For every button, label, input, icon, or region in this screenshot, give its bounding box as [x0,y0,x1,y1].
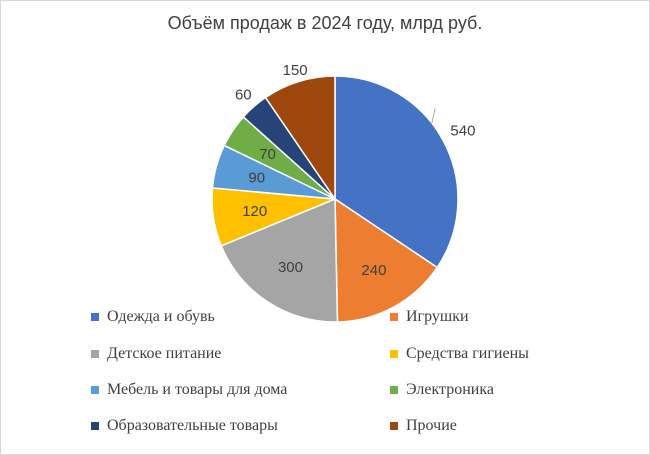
legend-item: Одежда и обувь [91,308,215,326]
legend-item: Детское питание [91,345,221,363]
legend-swatch [390,313,398,321]
data-label: 240 [361,262,386,279]
legend-item: Образовательные товары [91,417,278,435]
legend-item: Игрушки [390,308,469,326]
legend-swatch [390,386,398,394]
data-label: 300 [278,259,303,276]
data-label: 70 [259,146,276,163]
legend-label: Образовательные товары [107,417,278,434]
data-label: 120 [242,203,267,220]
data-label: 540 [450,123,475,140]
pie-slice [334,197,439,323]
legend-swatch [390,350,398,358]
leader-line [431,108,436,124]
legend-swatch [390,422,398,430]
legend-label: Мебель и товары для дома [107,381,288,398]
legend-label: Средства гигиены [406,345,529,362]
legend-item: Прочие [390,417,457,435]
pie-slice [264,75,336,202]
legend-label: Одежда и обувь [107,308,215,325]
data-label: 150 [283,62,308,79]
legend-swatch [91,422,99,430]
legend-label: Детское питание [107,345,222,362]
legend-swatch [91,386,99,394]
data-label: 60 [235,87,252,104]
chart-title: Объём продаж в 2024 году, млрд руб. [167,13,483,33]
legend-item: Средства гигиены [390,345,529,363]
legend-swatch [91,313,99,321]
legend-label: Прочие [406,417,457,434]
legend-item: Электроника [390,381,494,399]
legend-item: Мебель и товары для дома [91,381,287,399]
legend-label: Игрушки [406,308,469,325]
legend-label: Электроника [406,381,494,398]
pie-slice [220,197,339,323]
data-label: 90 [248,169,265,186]
legend-swatch [91,350,99,358]
